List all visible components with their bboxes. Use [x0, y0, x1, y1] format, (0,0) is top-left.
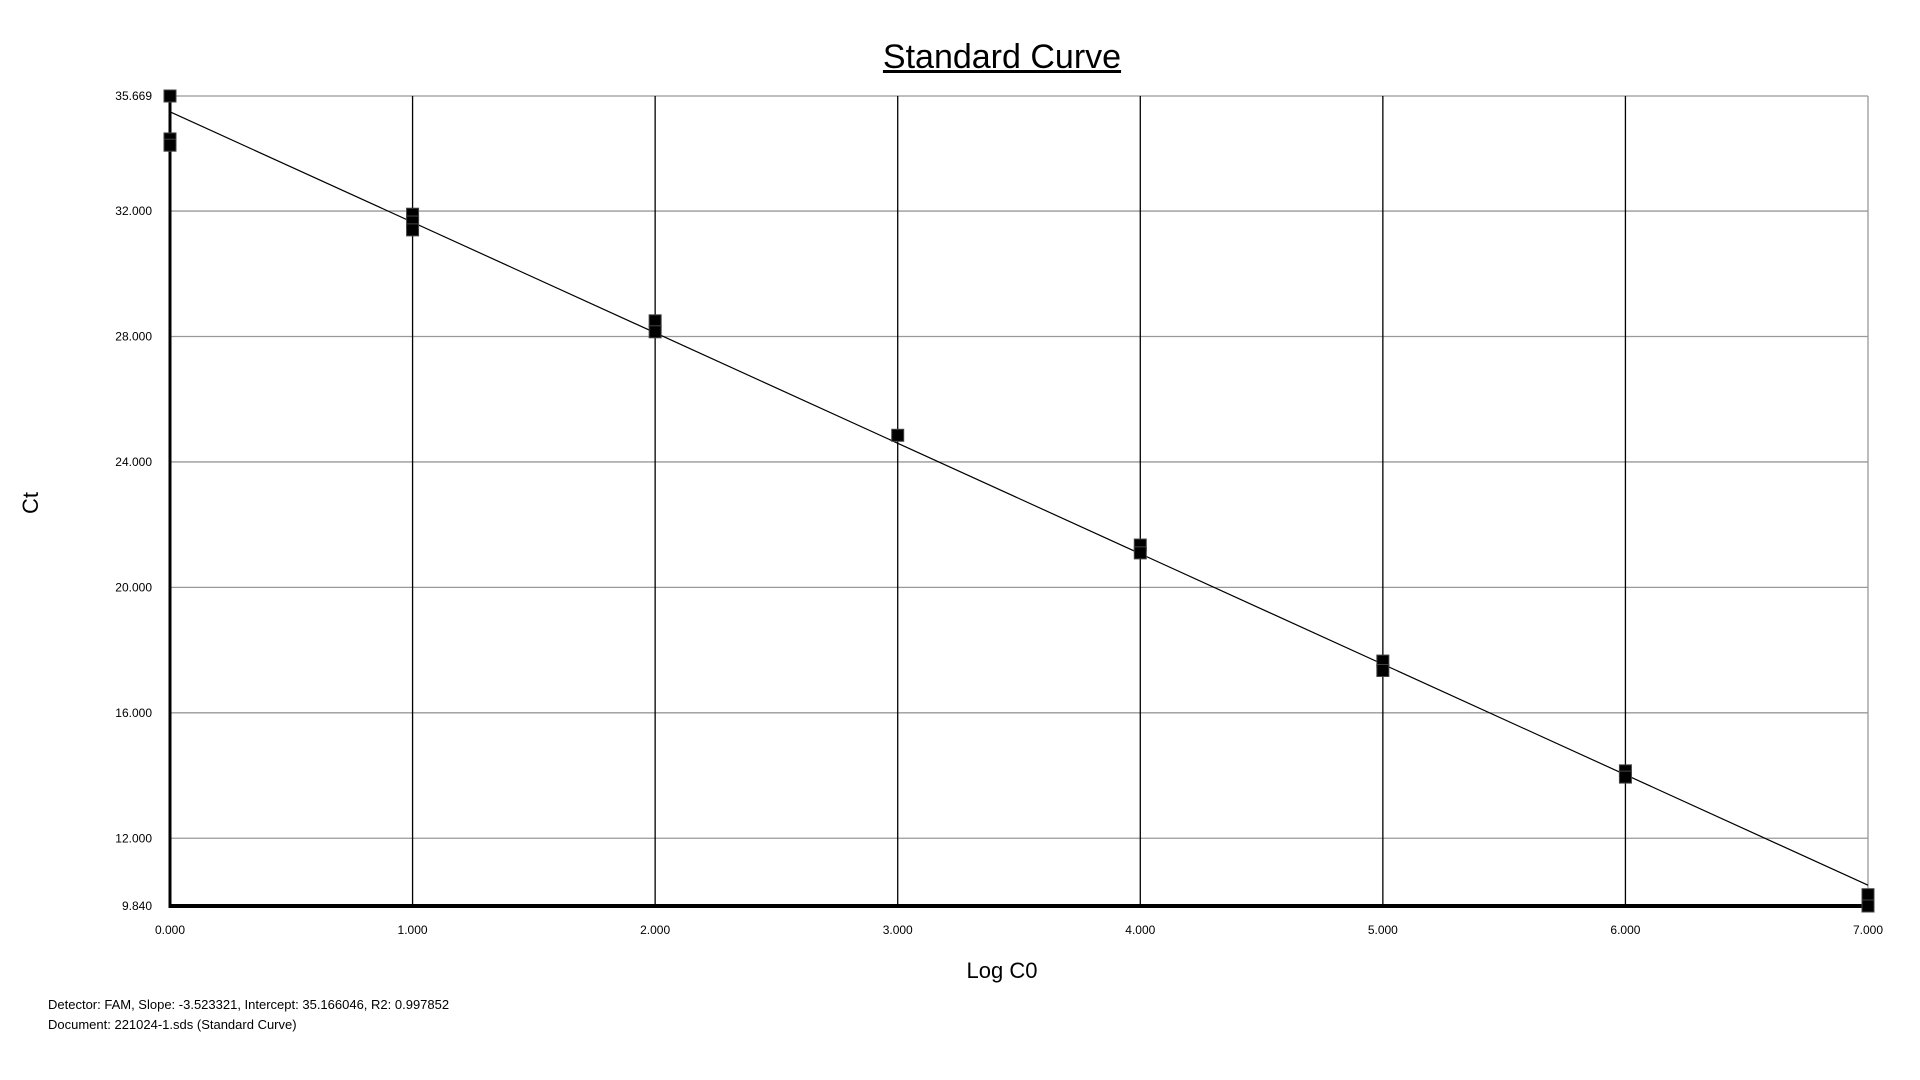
regression-line: [169, 111, 1869, 886]
document-name: Document: 221024-1.sds (Standard Curve): [48, 1017, 297, 1032]
data-point: [163, 138, 177, 152]
chart-title: Standard Curve: [882, 38, 1122, 76]
data-point: [891, 428, 905, 442]
data-point: [1376, 663, 1390, 677]
y-tick-label: 12.000: [115, 831, 152, 845]
data-point: [1861, 888, 1875, 902]
data-point: [406, 223, 420, 237]
y-tick-label: 32.000: [115, 204, 152, 218]
x-tick-label: 0.000: [155, 923, 185, 937]
x-tick-label: 1.000: [398, 923, 428, 937]
y-tick-label: 24.000: [115, 455, 152, 469]
x-tick-label: 6.000: [1610, 923, 1640, 937]
x-axis-label: Log C0: [966, 958, 1038, 983]
data-point: [163, 89, 177, 103]
x-tick-label: 7.000: [1853, 923, 1883, 937]
data-point: [1861, 899, 1875, 913]
fit-statistics: Detector: FAM, Slope: -3.523321, Interce…: [48, 997, 450, 1012]
y-tick-label: 16.000: [115, 706, 152, 720]
data-point: [1618, 770, 1632, 784]
data-point: [648, 325, 662, 339]
x-tick-label: 2.000: [640, 923, 670, 937]
y-tick-label: 35.669: [115, 89, 152, 103]
y-tick-label: 20.000: [115, 580, 152, 594]
data-point: [648, 314, 662, 328]
x-tick-label: 5.000: [1368, 923, 1398, 937]
data-point: [1133, 546, 1147, 560]
x-tick-label: 3.000: [883, 923, 913, 937]
x-tick-label: 4.000: [1125, 923, 1155, 937]
y-tick-label: 9.840: [122, 899, 152, 913]
y-tick-label: 28.000: [115, 330, 152, 344]
